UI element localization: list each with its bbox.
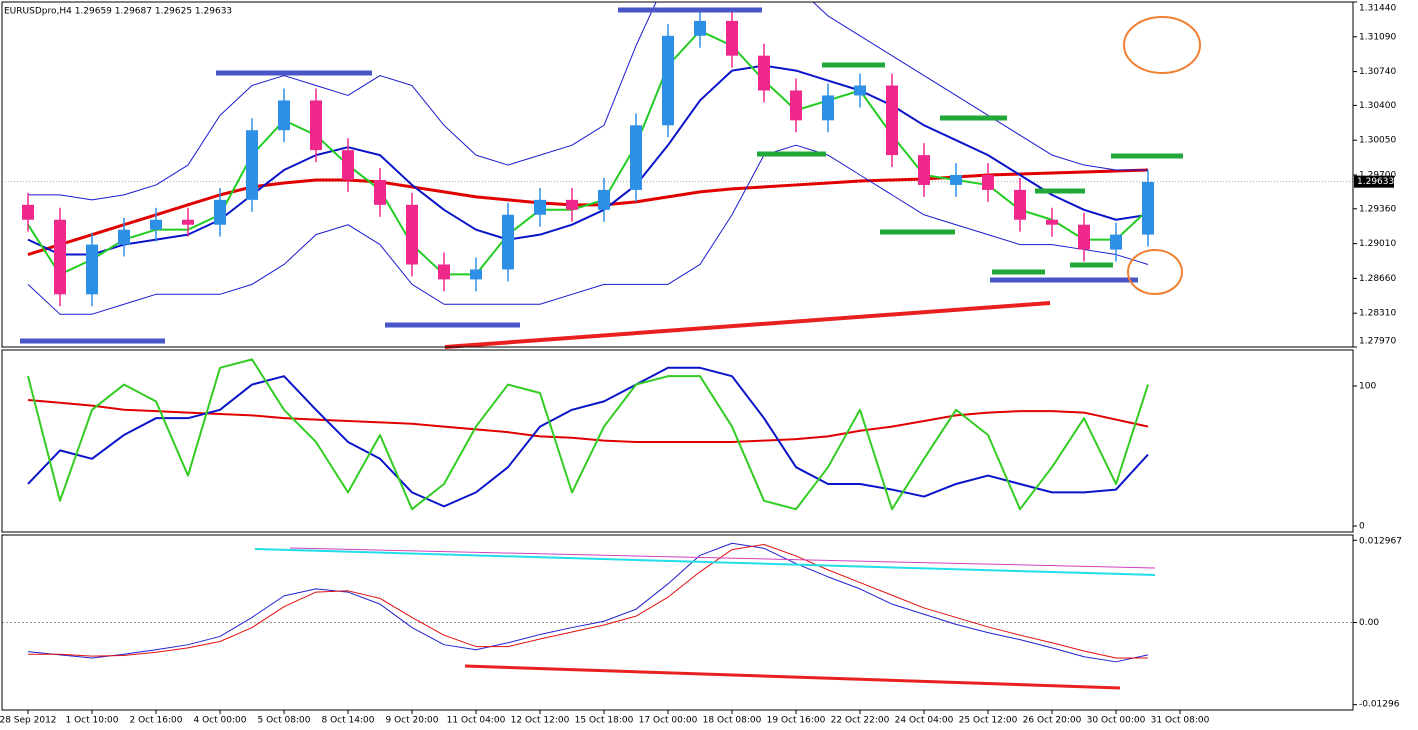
panel	[27, 358, 1149, 511]
candle-body	[918, 155, 930, 185]
candle-body	[182, 219, 194, 225]
blue-levels	[20, 7, 1138, 344]
candle-body	[150, 219, 162, 230]
candle-body	[726, 20, 738, 56]
y-tick-label: -0.01296	[1359, 700, 1400, 710]
chart-header: EURUSDpro,H4 1.29659 1.29687 1.29625 1.2…	[4, 7, 232, 17]
indicator-line	[27, 366, 1149, 508]
candle-body	[982, 174, 994, 190]
y-tick-label: 1.30400	[1359, 101, 1396, 111]
x-tick-label: 8 Oct 14:00	[322, 716, 375, 726]
x-tick-label: 2 Oct 16:00	[130, 716, 183, 726]
candle-body	[22, 204, 34, 220]
y-tick-label: 1.28660	[1359, 274, 1396, 284]
x-tick-label: 9 Oct 20:00	[386, 716, 439, 726]
trend-line	[444, 301, 1051, 349]
candle-body	[470, 269, 482, 280]
candle-body	[246, 130, 258, 200]
y-tick-label: 1.31090	[1359, 32, 1396, 42]
y-tick-label: 1.30050	[1359, 136, 1396, 146]
candle-body	[278, 100, 290, 131]
candle-body	[630, 125, 642, 190]
candle-body	[566, 199, 578, 210]
indicator-line	[27, 144, 1149, 315]
indicator-line	[27, 358, 1149, 511]
panel	[2, 542, 1353, 663]
candle-body	[54, 219, 66, 295]
y-tick-label: 1.28310	[1359, 309, 1396, 319]
candle-body	[502, 214, 514, 270]
x-tick-label: 28 Sep 2012	[0, 716, 57, 726]
candle-body	[1014, 189, 1026, 220]
y-tick-label: 1.27970	[1359, 337, 1396, 347]
candle-body	[854, 85, 866, 96]
y-tick-label: 1.29700	[1359, 170, 1396, 180]
candle-body	[598, 189, 610, 210]
green-levels	[757, 62, 1183, 275]
x-tick-label: 1 Oct 10:00	[66, 716, 119, 726]
panel	[2, 2, 1353, 315]
x-tick-label: 31 Oct 08:00	[1151, 716, 1210, 726]
candle-body	[694, 20, 706, 36]
candle-body	[758, 55, 770, 91]
drawn-objects	[20, 7, 1201, 690]
candle-body	[406, 204, 418, 265]
indicator-line	[27, 542, 1149, 663]
x-tick-label: 30 Oct 00:00	[1087, 716, 1146, 726]
x-tick-label: 26 Oct 20:00	[1023, 716, 1082, 726]
trend-line	[464, 664, 1121, 690]
candle-body	[342, 150, 354, 180]
panel-frame	[1, 349, 1354, 533]
candle-body	[1110, 234, 1122, 250]
trend-line	[254, 548, 1156, 576]
candle-body	[886, 85, 898, 156]
y-tick-label: 1.30740	[1359, 67, 1396, 77]
indicator-line	[28, 544, 1148, 659]
y-tick-label: 0.00	[1359, 618, 1379, 628]
x-tick-label: 17 Oct 00:00	[639, 716, 698, 726]
candle-body	[662, 35, 674, 126]
candle-body	[534, 199, 546, 215]
candle-body	[790, 90, 802, 121]
x-tick-label: 12 Oct 12:00	[511, 716, 570, 726]
y-tick-label: 0.012967	[1359, 537, 1402, 547]
last-price-label: 1.29633	[1357, 177, 1394, 187]
x-tick-label: 15 Oct 18:00	[575, 716, 634, 726]
candle-body	[1046, 219, 1058, 225]
candle-body	[118, 229, 130, 245]
y-tick-label: 1.29360	[1359, 204, 1396, 214]
candle-body	[1078, 224, 1090, 250]
candle-body	[950, 174, 962, 185]
x-tick-label: 11 Oct 04:00	[447, 716, 506, 726]
x-tick-label: 4 Oct 00:00	[194, 716, 247, 726]
x-tick-label: 25 Oct 12:00	[959, 716, 1018, 726]
y-tick-label: 100	[1359, 381, 1376, 391]
x-tick-label: 24 Oct 04:00	[895, 716, 954, 726]
candle-body	[1142, 181, 1154, 235]
x-tick-label: 5 Oct 08:00	[258, 716, 311, 726]
x-tick-label: 19 Oct 16:00	[767, 716, 826, 726]
last-price-box	[1354, 175, 1394, 188]
x-tick-label: 18 Oct 08:00	[703, 716, 762, 726]
y-tick-label: 1.31440	[1359, 4, 1396, 14]
candle-body	[438, 264, 450, 280]
highlight-circle	[1127, 249, 1183, 295]
y-tick-label: 1.29010	[1359, 239, 1396, 249]
candle-body	[374, 179, 386, 205]
highlight-circle	[1123, 16, 1201, 74]
trend-line	[289, 547, 1156, 569]
candle-body	[310, 100, 322, 151]
x-tick-label: 22 Oct 22:00	[831, 716, 890, 726]
candle-body	[822, 95, 834, 121]
y-tick-label: 0	[1359, 521, 1365, 531]
candle-body	[86, 244, 98, 295]
candle-body	[214, 199, 226, 225]
indicator-line	[28, 2, 1148, 201]
